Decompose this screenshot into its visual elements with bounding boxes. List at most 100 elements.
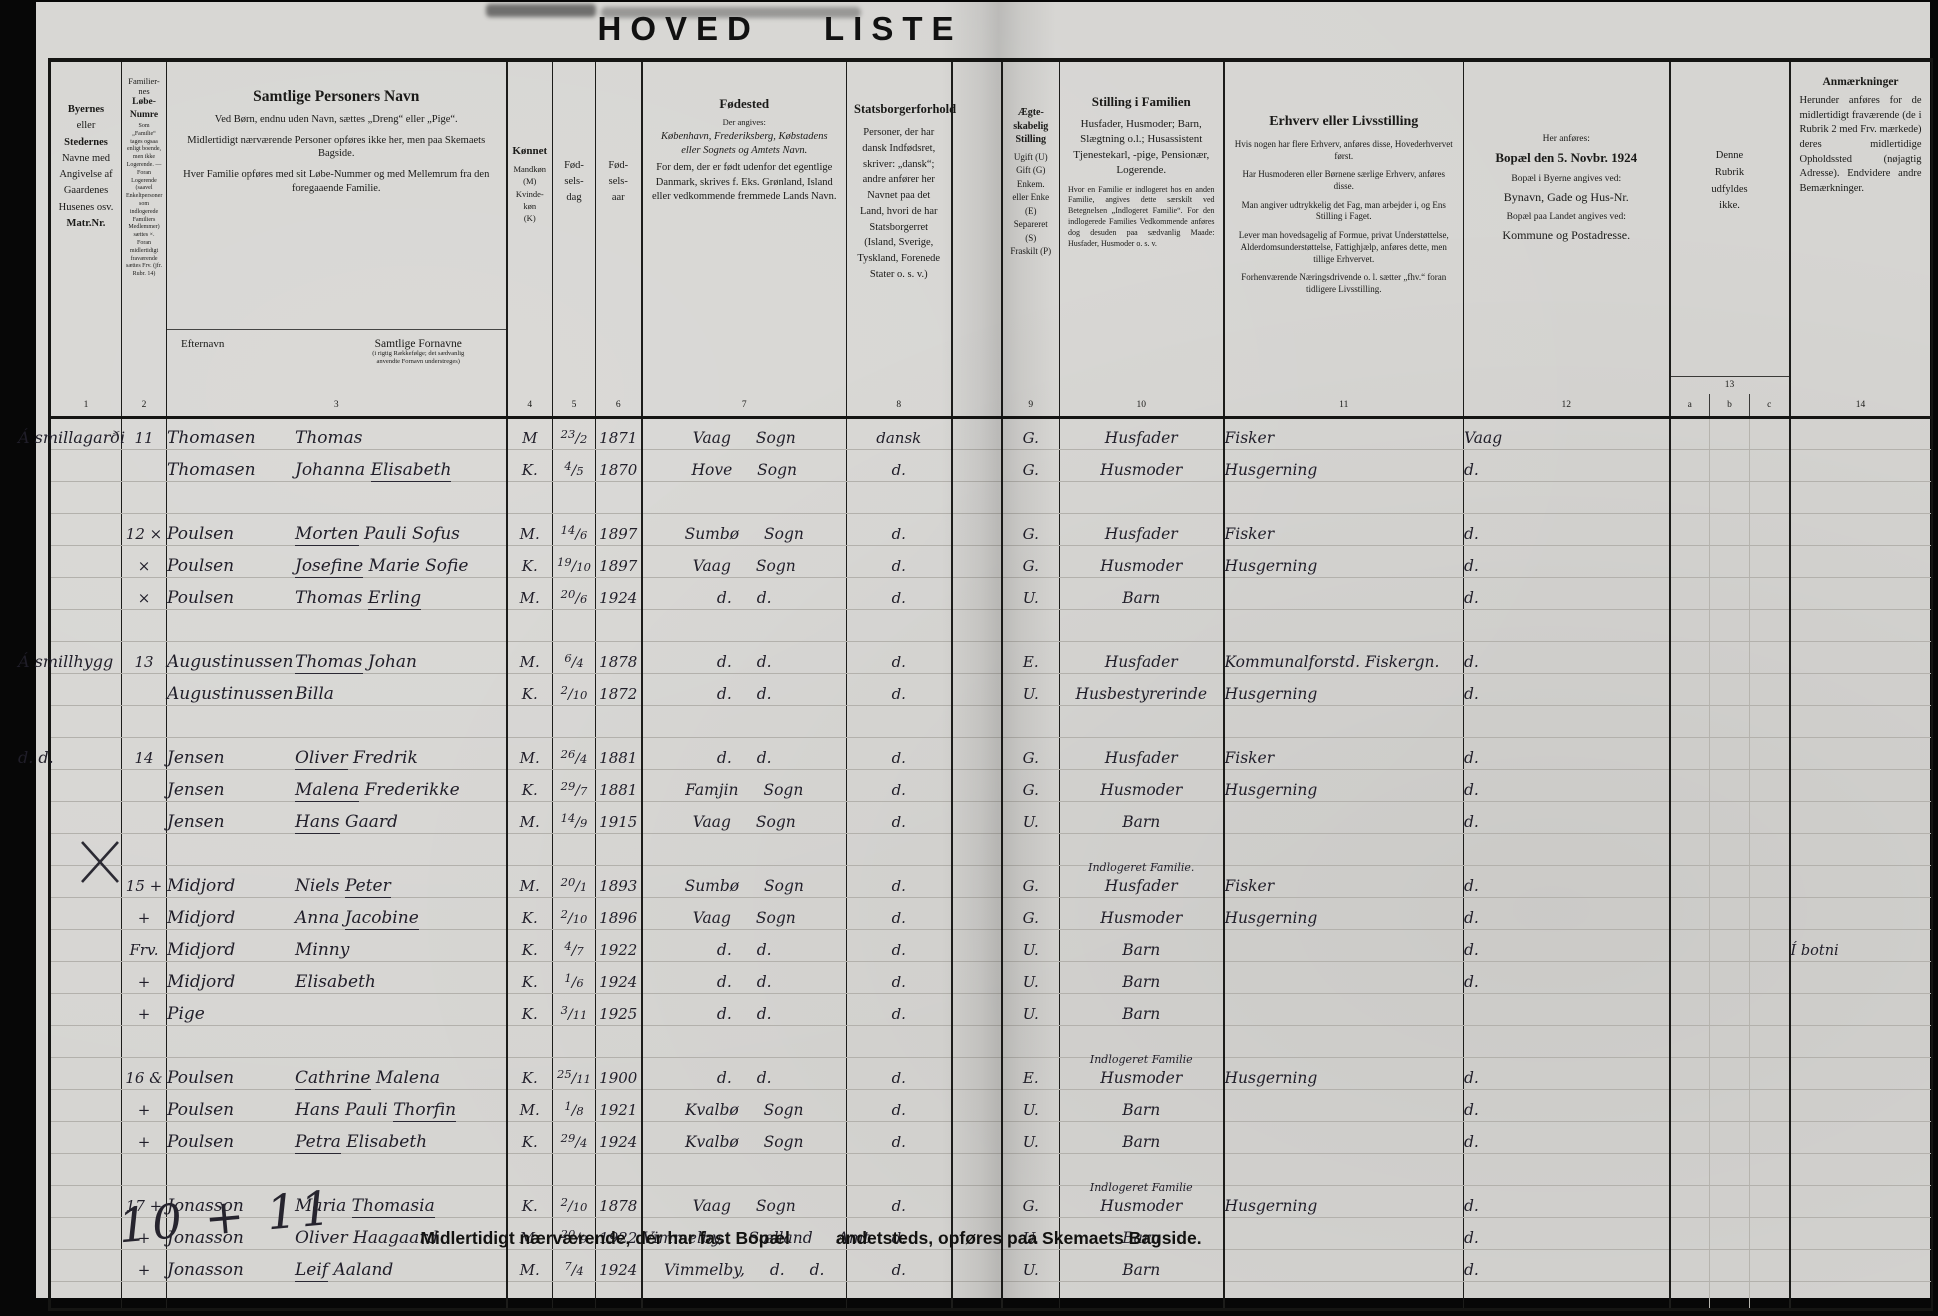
pos-cell: Husfader — [1059, 737, 1225, 770]
fam-cell — [121, 1025, 167, 1058]
name-cell: Thomasen Thomas — [166, 417, 508, 450]
res-cell — [1463, 705, 1671, 738]
yr-cell — [595, 1025, 643, 1058]
occ-cell — [1223, 1217, 1464, 1250]
place-name: d. d. — [18, 748, 54, 767]
column-number: 11 — [1223, 394, 1464, 419]
table-row: + Pige K. 3/11 1925 d. d. d. U. Barn — [49, 993, 1932, 1026]
pos-cell: Barn — [1059, 1089, 1225, 1122]
res-cell: d. — [1463, 1057, 1671, 1090]
cc-cell — [1749, 865, 1791, 898]
res-cell — [1463, 481, 1671, 514]
sex-cell: K. — [506, 1057, 553, 1090]
fold-cell — [951, 769, 1003, 802]
day-cell: 20/1 — [552, 865, 596, 898]
res-cell — [1463, 993, 1671, 1026]
res-cell: d. — [1463, 545, 1671, 578]
sex-cell: M. — [506, 577, 553, 610]
rem-cell — [1789, 1249, 1932, 1282]
cb-cell — [1709, 865, 1750, 898]
ca-cell — [1669, 993, 1710, 1026]
res-cell — [1463, 1153, 1671, 1186]
rem-cell — [1789, 737, 1932, 770]
day-cell: 19/10 — [552, 545, 596, 578]
fold-cell — [951, 513, 1003, 546]
pos-cell — [1059, 1153, 1225, 1186]
birth-day-fraction: 6/4 — [564, 651, 584, 671]
rem-cell — [1789, 833, 1932, 866]
ca-cell — [1669, 1089, 1710, 1122]
column-number: 2 — [121, 394, 167, 419]
res-cell: d. — [1463, 1121, 1671, 1154]
page-title: HOVED LISTE — [597, 10, 963, 47]
fam-cell: 12 × — [121, 513, 167, 546]
cit-cell: d. — [846, 673, 953, 706]
col-header-marital-status: Ægte- skabelig Stilling Ugift (U) Gift (… — [1001, 60, 1060, 394]
cit-cell — [846, 705, 953, 738]
ca-cell — [1669, 1025, 1710, 1058]
cc-cell — [1749, 1089, 1791, 1122]
fam-cell: 13 — [121, 641, 167, 674]
fold-cell — [951, 897, 1003, 930]
cb-cell — [1709, 1185, 1750, 1218]
cc-cell — [1749, 961, 1791, 994]
name-cell: Midjord Elisabeth — [166, 961, 508, 994]
res-cell: d. — [1463, 449, 1671, 482]
ca-cell — [1669, 545, 1710, 578]
name-cell: Midjord Niels Peter — [166, 865, 508, 898]
day-cell: 20/9 — [552, 1217, 596, 1250]
place-cell — [49, 1249, 122, 1282]
pos-cell: Barn — [1059, 993, 1225, 1026]
sex-cell: M. — [506, 513, 553, 546]
column-number: 5 — [552, 394, 596, 419]
day-cell — [552, 609, 596, 642]
column-letter-a: a — [1669, 394, 1710, 419]
rem-cell — [1789, 513, 1932, 546]
yr-cell: 1915 — [595, 801, 643, 834]
spacer-row — [49, 1025, 1932, 1058]
fold-cell — [951, 1249, 1003, 1282]
rem-cell — [1789, 1281, 1932, 1310]
rem-cell — [1789, 641, 1932, 674]
sex-cell: K. — [506, 1121, 553, 1154]
cit-cell: d. — [846, 737, 953, 770]
given-names: Pige — [167, 1004, 205, 1024]
pos-cell — [1059, 481, 1225, 514]
cc-cell — [1749, 1185, 1791, 1218]
mar-cell: U. — [1001, 1217, 1060, 1250]
occ-cell — [1223, 801, 1464, 834]
cc-cell — [1749, 833, 1791, 866]
sex-cell — [506, 833, 553, 866]
pos-cell: Barn — [1059, 577, 1225, 610]
ca-cell — [1669, 449, 1710, 482]
yr-cell: 1881 — [595, 769, 643, 802]
sex-cell — [506, 1281, 553, 1310]
sex-cell: K. — [506, 1185, 553, 1218]
ca-cell — [1669, 577, 1710, 610]
rem-cell: Í botni — [1789, 929, 1932, 962]
cc-cell — [1749, 609, 1791, 642]
sex-cell — [506, 481, 553, 514]
column-number: 7 — [641, 394, 847, 419]
given-names: Thomas Johan — [295, 652, 418, 674]
place-cell — [49, 1121, 122, 1154]
rem-cell — [1789, 545, 1932, 578]
birth-cell: d. d. — [641, 929, 847, 962]
pos-cell: Husfader — [1059, 417, 1225, 450]
birth-cell — [641, 1281, 847, 1310]
sex-cell — [506, 1153, 553, 1186]
place-cell — [49, 1025, 122, 1058]
yr-cell: 1893 — [595, 865, 643, 898]
day-cell: 1/6 — [552, 961, 596, 994]
pos-cell: Barn — [1059, 1217, 1225, 1250]
day-cell: 2/10 — [552, 897, 596, 930]
table-row: + Poulsen Petra Elisabeth K. 29/4 1924 Kvalbø … — [49, 1121, 1932, 1154]
rem-cell — [1789, 673, 1932, 706]
cit-cell: d. — [846, 769, 953, 802]
fold-cell — [951, 641, 1003, 674]
birth-cell: Vimmelby, d. d. — [641, 1249, 847, 1282]
fold-cell — [951, 577, 1003, 610]
day-cell — [552, 705, 596, 738]
mar-cell — [1001, 1153, 1060, 1186]
mar-cell: G. — [1001, 513, 1060, 546]
